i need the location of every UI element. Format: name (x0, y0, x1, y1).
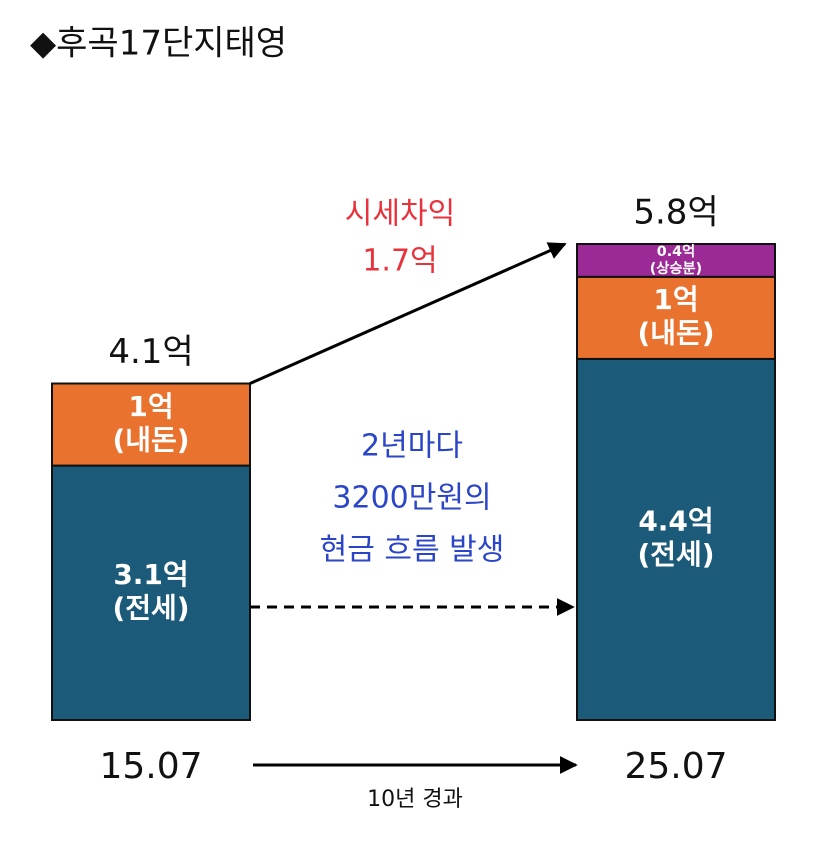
gain-annotation: 시세차익 (345, 197, 455, 232)
total-label: 4.1억 (108, 332, 193, 372)
cashflow-annotation: 3200만원의 (332, 481, 491, 516)
total-label: 5.8억 (633, 193, 718, 233)
gain-annotation: 1.7억 (362, 244, 437, 279)
x-tick-label: 15.07 (99, 746, 202, 787)
x-tick-label: 25.07 (624, 746, 727, 787)
cashflow-annotation: 2년마다 (361, 429, 463, 464)
segment-label: (내돈) (637, 317, 714, 350)
segment-value-label: 4.4억 (638, 505, 713, 538)
segment-label: (상승분) (650, 260, 702, 277)
segment-value-label: 1억 (653, 283, 698, 316)
bar-segment (576, 243, 776, 278)
bar-segment (576, 275, 776, 360)
period-label: 10년 경과 (367, 787, 463, 812)
segment-label: (내돈) (112, 423, 189, 456)
bar-segment (51, 464, 251, 721)
segment-value-label: 3.1억 (113, 558, 188, 591)
segment-label: (전세) (637, 538, 714, 571)
segment-value-label: 0.4억 (657, 242, 695, 260)
chart-title: ◆후곡17단지태영 (30, 24, 287, 64)
segment-label: (전세) (112, 592, 189, 625)
cashflow-annotation: 현금 흐름 발생 (320, 533, 505, 568)
segment-value-label: 1억 (128, 390, 173, 423)
gain-arrow (249, 242, 567, 385)
bar-segment (51, 382, 251, 467)
